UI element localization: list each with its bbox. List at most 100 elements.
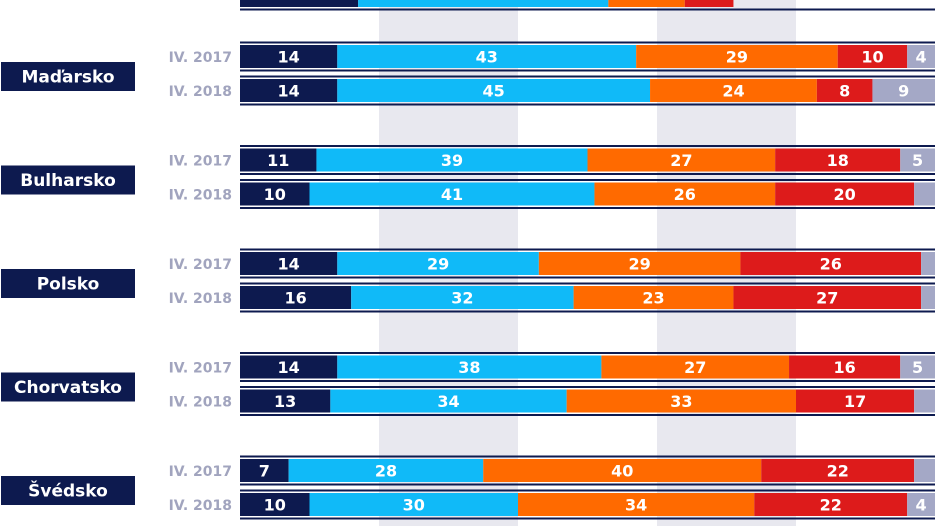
bar-segment <box>601 355 790 379</box>
row-rule <box>240 179 935 181</box>
data-label: 16 <box>284 289 306 308</box>
bar-segment <box>900 148 935 172</box>
country-badge <box>1 476 135 505</box>
data-label: 4 <box>916 48 927 67</box>
bar-segment <box>358 0 609 7</box>
data-label: 5 <box>912 151 923 170</box>
row-rule <box>240 103 935 106</box>
year-label: IV. 2017 <box>169 257 232 273</box>
data-label: 24 <box>722 82 744 101</box>
row-rule <box>240 248 935 251</box>
data-label: 14 <box>278 48 300 67</box>
row-rule <box>240 75 935 78</box>
data-label: 14 <box>278 82 300 101</box>
bar-segment <box>240 286 352 309</box>
year-label: IV. 2017 <box>169 50 232 66</box>
bar-segment <box>351 286 574 309</box>
data-label: 33 <box>670 392 692 411</box>
row-rule <box>240 145 935 147</box>
data-label: 39 <box>441 151 463 170</box>
bar-segment <box>907 493 935 516</box>
bar-segment <box>240 79 338 102</box>
row-rule <box>240 41 935 44</box>
country-label: Chorvatsko <box>14 378 122 398</box>
row-rule <box>240 414 935 416</box>
bar-segment <box>775 148 901 172</box>
row-rule <box>240 173 935 175</box>
data-label: 38 <box>458 358 480 377</box>
bar-segment <box>240 45 338 68</box>
year-label: IV. 2018 <box>169 84 232 100</box>
row-rule <box>240 380 935 382</box>
year-label: IV. 2017 <box>169 464 232 480</box>
bar-segment <box>872 79 935 102</box>
data-label: 22 <box>827 462 849 481</box>
data-label: 29 <box>427 255 449 274</box>
year-label: IV. 2017 <box>169 361 232 377</box>
year-label: IV. 2018 <box>169 291 232 307</box>
country-label: Maďarsko <box>21 68 114 88</box>
bar-segment <box>921 286 935 309</box>
bar-segment <box>240 389 331 413</box>
data-label: 13 <box>274 392 296 411</box>
bar-segment <box>337 79 651 102</box>
data-label: 22 <box>820 496 842 515</box>
data-label: 20 <box>834 185 856 204</box>
data-label: 43 <box>476 48 498 67</box>
bar-segment <box>684 0 734 7</box>
bar-segment <box>518 493 755 516</box>
data-label: 26 <box>820 255 842 274</box>
bar-segment <box>337 355 602 379</box>
row-rule <box>240 489 935 492</box>
data-label: 34 <box>437 392 459 411</box>
bar-segment <box>240 355 338 379</box>
row-rule <box>240 69 935 72</box>
bar-segment <box>330 389 567 413</box>
row-rule <box>240 310 935 313</box>
bar-segment <box>636 45 838 68</box>
data-label: 14 <box>278 358 300 377</box>
bar-segment <box>240 148 317 172</box>
bar-segment <box>483 459 762 482</box>
data-label: 10 <box>264 496 286 515</box>
data-label: 8 <box>839 82 850 101</box>
bar-segment <box>337 252 539 275</box>
country-badge <box>1 269 135 298</box>
data-label: 27 <box>816 289 838 308</box>
data-label: 5 <box>912 358 923 377</box>
data-label: 26 <box>674 185 696 204</box>
data-label: 9 <box>898 82 909 101</box>
year-label: IV. 2018 <box>169 188 232 204</box>
row-rule <box>240 207 935 209</box>
data-label: 18 <box>827 151 849 170</box>
bar-segment <box>587 148 776 172</box>
row-rule <box>240 517 935 520</box>
data-label: 17 <box>844 392 866 411</box>
row-rule <box>240 282 935 285</box>
bar-segment <box>573 286 734 309</box>
bar-segment <box>914 182 935 206</box>
data-label: 30 <box>403 496 425 515</box>
data-label: 23 <box>642 289 664 308</box>
row-rule <box>240 276 935 279</box>
row-rule <box>240 483 935 486</box>
data-label: 11 <box>267 151 289 170</box>
data-label: 27 <box>670 151 692 170</box>
bar-segment <box>789 355 901 379</box>
data-label: 10 <box>861 48 883 67</box>
bar-segment <box>796 389 915 413</box>
bar-segment <box>240 459 289 482</box>
year-label: IV. 2018 <box>169 498 232 514</box>
bar-segment <box>240 0 359 7</box>
data-label: 28 <box>375 462 397 481</box>
data-label: 40 <box>611 462 633 481</box>
data-label: 10 <box>264 185 286 204</box>
bar-segment <box>566 389 796 413</box>
year-label: IV. 2017 <box>169 154 232 170</box>
bar-segment <box>309 182 595 206</box>
bar-segment <box>240 182 310 206</box>
data-label: 45 <box>483 82 505 101</box>
bar-segment <box>733 286 922 309</box>
